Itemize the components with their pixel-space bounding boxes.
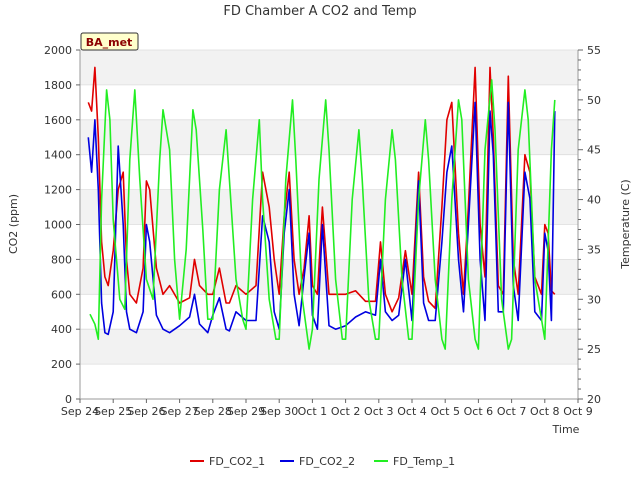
x-tick-label: Oct 6: [464, 405, 494, 418]
x-tick-label: Sep 28: [194, 405, 232, 418]
x-tick-label: Oct 9: [563, 405, 593, 418]
x-tick-label: Sep 25: [94, 405, 132, 418]
y2-axis-label: Temperature (C): [619, 179, 632, 269]
y-tick-label: 1800: [44, 79, 72, 92]
y-tick-label: 600: [51, 288, 72, 301]
y2-tick-label: 30: [587, 293, 601, 306]
x-tick-label: Sep 24: [61, 405, 99, 418]
x-tick-label: Sep 27: [160, 405, 198, 418]
plot-band: [80, 364, 578, 399]
y-axis-label: CO2 (ppm): [7, 194, 20, 254]
y-tick-label: 1200: [44, 184, 72, 197]
y2-tick-label: 55: [587, 44, 601, 57]
y-tick-label: 400: [51, 323, 72, 336]
series-layer: [87, 66, 556, 350]
series-line-fd-co2-2: [87, 101, 556, 336]
plot-band: [80, 50, 578, 85]
x-tick-label: Sep 30: [260, 405, 298, 418]
y2-tick-label: 20: [587, 393, 601, 406]
x-tick-label: Oct 4: [397, 405, 427, 418]
badge: BA_met: [80, 32, 139, 51]
y2-tick-label: 45: [587, 144, 601, 157]
y-tick-label: 200: [51, 358, 72, 371]
y-axis-ticks: 0 200 400 600 800 1000 1200 1400 1600 1800 2000: [44, 44, 80, 406]
legend-label: FD_CO2_1: [209, 455, 265, 468]
x-tick-label: Oct 2: [331, 405, 361, 418]
legend-label: FD_Temp_1: [393, 455, 455, 468]
x-tick-label: Oct 1: [298, 405, 328, 418]
y2-tick-label: 50: [587, 94, 601, 107]
legend-label: FD_CO2_2: [299, 455, 355, 468]
legend: FD_CO2_1 FD_CO2_2 FD_Temp_1: [190, 455, 455, 468]
plot-band: [80, 84, 578, 120]
y-tick-label: 0: [65, 393, 72, 406]
plot-band: [80, 189, 578, 225]
x-tick-label: Sep 26: [127, 405, 165, 418]
legend-item: FD_CO2_2: [280, 455, 355, 468]
x-axis-label: Time: [552, 423, 580, 436]
legend-item: FD_Temp_1: [374, 455, 455, 468]
y-tick-label: 2000: [44, 44, 72, 57]
y-tick-label: 800: [51, 253, 72, 266]
y2-tick-label: 35: [587, 243, 601, 256]
legend-item: FD_CO2_1: [190, 455, 265, 468]
x-tick-label: Sep 29: [227, 405, 265, 418]
x-tick-label: Oct 3: [364, 405, 394, 418]
y-tick-label: 1400: [44, 149, 72, 162]
chart-title: FD Chamber A CO2 and Temp: [223, 4, 416, 19]
y-tick-label: 1600: [44, 114, 72, 127]
series-line-fd-temp-1: [89, 79, 556, 350]
y-tick-label: 1000: [44, 219, 72, 232]
x-tick-label: Oct 8: [530, 405, 560, 418]
y2-axis-ticks: 20 25 30 35 40 45 50 55: [578, 44, 601, 406]
badge-text: BA_met: [86, 36, 133, 49]
x-tick-label: Oct 5: [430, 405, 460, 418]
y2-tick-label: 40: [587, 194, 601, 207]
x-tick-label: Oct 7: [497, 405, 527, 418]
y2-tick-label: 25: [587, 343, 601, 356]
plot-band: [80, 329, 578, 365]
